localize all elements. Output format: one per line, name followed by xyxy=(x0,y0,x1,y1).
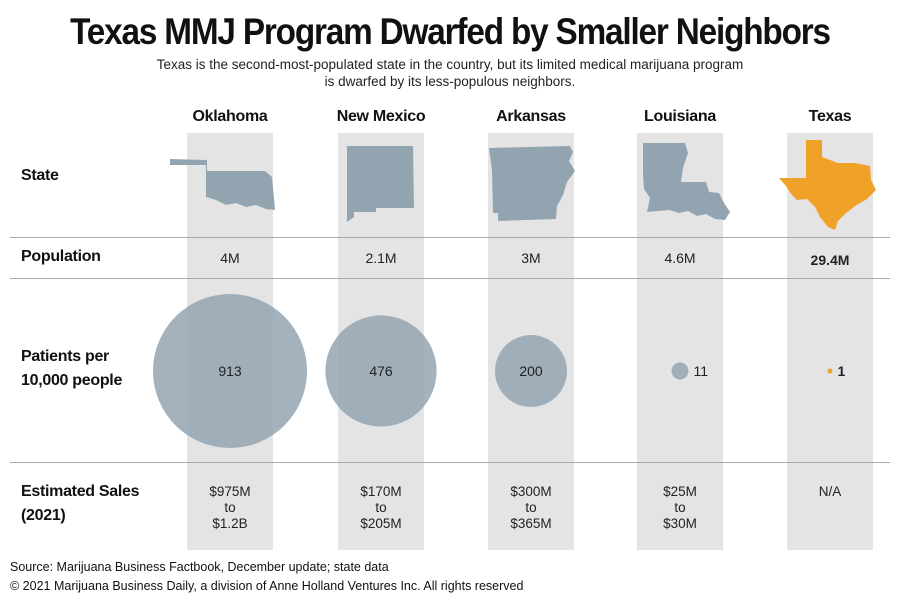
row-divider xyxy=(10,237,890,238)
row-divider xyxy=(10,278,890,279)
bubble-label-arkansas: 200 xyxy=(519,363,543,379)
population-value-louisiana: 4.6M xyxy=(664,250,696,266)
bubble-louisiana xyxy=(671,362,689,380)
sales-low: $25M xyxy=(663,484,697,499)
column-header-arkansas: Arkansas xyxy=(496,108,566,125)
sales-to: to xyxy=(525,500,537,515)
column-header-new-mexico: New Mexico xyxy=(336,108,426,125)
sales-value-arkansas: $300M to $365M xyxy=(461,484,601,532)
chart-title: Texas MMJ Program Dwarfed by Smaller Nei… xyxy=(70,11,831,52)
sales-low: $975M xyxy=(209,484,251,499)
source-note: Source: Marijuana Business Factbook, Dec… xyxy=(10,560,389,574)
sales-high: $205M xyxy=(360,516,402,531)
population-value-texas: 29.4M xyxy=(810,252,850,268)
row-label-state: State xyxy=(21,167,59,184)
sales-value-new-mexico: $170M to $205M xyxy=(311,484,451,532)
state-shape-oklahoma xyxy=(170,159,275,210)
population-value-new-mexico: 2.1M xyxy=(365,250,397,266)
sales-value-texas: N/A xyxy=(760,484,900,500)
sales-high: $365M xyxy=(510,516,552,531)
chart-subtitle: Texas is the second-most-populated state… xyxy=(156,57,744,89)
row-label-patients: Patients per 10,000 people xyxy=(21,345,122,393)
column-header-texas: Texas xyxy=(808,108,852,125)
bubble-texas xyxy=(827,368,833,374)
sales-high: $30M xyxy=(663,516,697,531)
sales-low: $300M xyxy=(510,484,552,499)
row-label-patients-line2: 10,000 people xyxy=(21,372,123,389)
sales-to: to xyxy=(674,500,686,515)
row-label-sales: Estimated Sales (2021) xyxy=(21,480,140,528)
sales-to: to xyxy=(375,500,387,515)
sales-to: to xyxy=(224,500,236,515)
state-shape-texas xyxy=(779,140,876,230)
bubble-label-texas: 1 xyxy=(838,363,846,379)
sales-low: $170M xyxy=(360,484,402,499)
bubble-label-new-mexico: 476 xyxy=(369,363,393,379)
sales-high: $1.2B xyxy=(212,516,248,531)
bubble-new-mexico xyxy=(325,315,437,427)
row-label-population: Population xyxy=(21,248,101,265)
row-label-sales-line2: (2021) xyxy=(21,507,66,524)
copyright-note: © 2021 Marijuana Business Daily, a divis… xyxy=(10,579,524,593)
state-shape-new-mexico xyxy=(347,146,414,222)
sales-value-oklahoma: $975M to $1.2B xyxy=(160,484,300,532)
sales-value-louisiana: $25M to $30M xyxy=(610,484,750,532)
sales-na: N/A xyxy=(818,484,842,499)
column-header-oklahoma: Oklahoma xyxy=(192,108,268,125)
bubble-label-louisiana: 11 xyxy=(694,363,709,379)
bubble-arkansas xyxy=(495,335,567,407)
row-label-patients-line1: Patients per xyxy=(21,348,109,365)
state-shape-arkansas xyxy=(489,146,575,221)
row-label-sales-line1: Estimated Sales xyxy=(21,483,140,500)
population-value-oklahoma: 4M xyxy=(220,250,240,266)
state-shape-louisiana xyxy=(643,143,730,220)
bubble-oklahoma xyxy=(153,294,307,448)
column-header-louisiana: Louisiana xyxy=(644,108,716,125)
bubble-label-oklahoma: 913 xyxy=(218,363,242,379)
population-value-arkansas: 3M xyxy=(521,250,541,266)
footer: Source: Marijuana Business Factbook, Dec… xyxy=(10,558,523,596)
row-divider xyxy=(10,462,890,463)
